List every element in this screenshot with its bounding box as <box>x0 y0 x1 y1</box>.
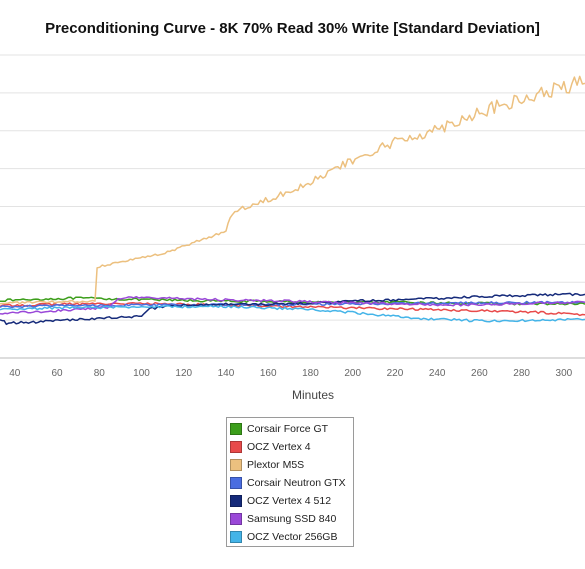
gridlines <box>0 54 585 321</box>
x-tick-label: 80 <box>94 368 106 379</box>
series-line-samsung-ssd-840 <box>0 295 585 315</box>
x-tick-label: 60 <box>51 368 63 379</box>
legend-item: OCZ Vertex 4 512 <box>230 492 350 510</box>
legend-swatch <box>230 459 242 471</box>
legend-label: Plextor M5S <box>247 459 305 471</box>
x-tick-label: 220 <box>387 368 404 379</box>
legend: Corsair Force GT OCZ Vertex 4 Plextor M5S C… <box>226 417 354 547</box>
x-tick-label: 240 <box>429 368 446 379</box>
legend-label: Corsair Force GT <box>247 423 329 435</box>
series-lines <box>0 75 585 326</box>
x-tick-label: 160 <box>260 368 277 379</box>
legend-label: OCZ Vertex 4 512 <box>247 495 332 507</box>
chart-title: Preconditioning Curve - 8K 70% Read 30% … <box>45 20 540 37</box>
x-tick-label: 200 <box>344 368 361 379</box>
legend-swatch <box>230 513 242 525</box>
legend-item: Plextor M5S <box>230 456 350 474</box>
x-tick-label: 180 <box>302 368 319 379</box>
legend-item: Samsung SSD 840 <box>230 510 350 528</box>
series-line-ocz-vector-256gb <box>0 304 585 323</box>
series-line-ocz-vertex-4-512 <box>0 292 585 326</box>
x-axis: 40 60 80 100 120 140 160 180 200 220 240 260 280 300 <box>0 357 585 379</box>
legend-swatch <box>230 495 242 507</box>
x-tick-label: 280 <box>513 368 530 379</box>
legend-item: OCZ Vertex 4 <box>230 438 350 456</box>
legend-item: Corsair Neutron GTX <box>230 474 350 492</box>
x-tick-label: 120 <box>175 368 192 379</box>
x-tick-label: 40 <box>9 368 21 379</box>
legend-swatch <box>230 441 242 453</box>
x-tick-label: 100 <box>133 368 150 379</box>
x-axis-label: Minutes <box>292 388 334 402</box>
legend-item: Corsair Force GT <box>230 420 350 438</box>
legend-swatch <box>230 477 242 489</box>
x-tick-label: 300 <box>556 368 573 379</box>
series-line-plextor-m5s <box>0 75 585 305</box>
series-line-corsair-force-gt <box>0 296 585 306</box>
legend-label: Corsair Neutron GTX <box>247 477 346 489</box>
legend-swatch <box>230 423 242 435</box>
legend-label: Samsung SSD 840 <box>247 513 337 525</box>
x-tick-label: 140 <box>218 368 235 379</box>
legend-label: OCZ Vector 256GB <box>247 531 338 543</box>
legend-item: OCZ Vector 256GB <box>230 528 350 546</box>
legend-label: OCZ Vertex 4 <box>247 441 311 453</box>
legend-swatch <box>230 531 242 543</box>
x-tick-label: 260 <box>471 368 488 379</box>
